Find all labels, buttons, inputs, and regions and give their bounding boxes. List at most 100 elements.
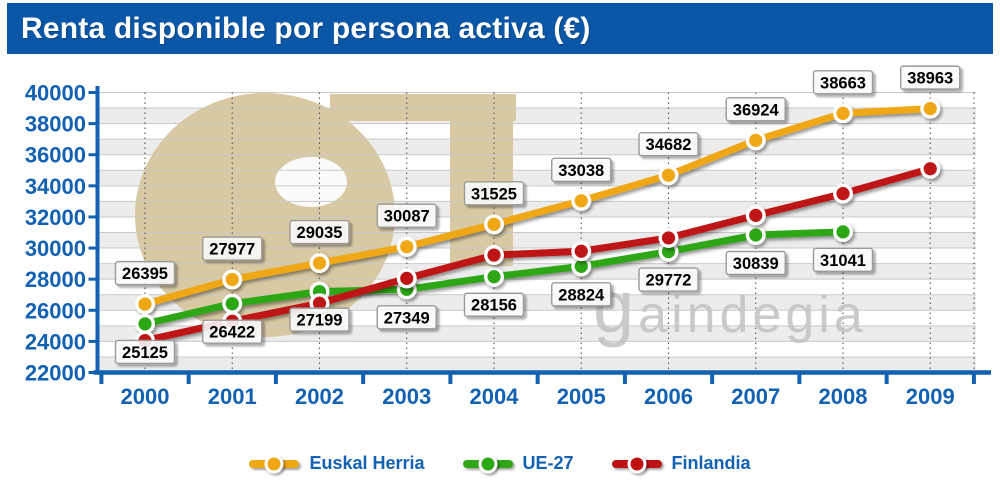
data-point-finlandia xyxy=(661,231,676,245)
value-label: 33038 xyxy=(551,157,612,182)
y-tick-label: 28000 xyxy=(25,267,86,292)
series-euskal-herria xyxy=(135,98,941,315)
value-label: 38963 xyxy=(900,65,961,90)
value-label: 28824 xyxy=(551,282,612,307)
svg-text:34682: 34682 xyxy=(646,136,692,154)
data-point-euskal-herria xyxy=(312,256,327,270)
svg-text:26422: 26422 xyxy=(209,324,255,342)
plot-band xyxy=(98,341,976,357)
svg-text:27349: 27349 xyxy=(384,309,430,327)
y-tick-label: 26000 xyxy=(25,298,86,323)
series-ue-27 xyxy=(135,221,853,334)
x-tick-label: 2006 xyxy=(644,384,693,409)
data-point-ue-27 xyxy=(749,228,763,242)
svg-text:26395: 26395 xyxy=(122,265,168,283)
svg-text:29035: 29035 xyxy=(297,224,343,242)
svg-text:28824: 28824 xyxy=(558,286,605,304)
x-tick-label: 2005 xyxy=(557,384,606,409)
value-label: 29772 xyxy=(638,267,699,292)
axes: 22000 24000 26000 28000 30000 32000 34000 36000… xyxy=(25,81,991,409)
svg-text:30087: 30087 xyxy=(384,208,430,226)
legend: Euskal Herria UE-27 Finlandia xyxy=(0,453,1000,474)
legend-item-finlandia: Finlandia xyxy=(611,453,751,474)
data-point-finlandia xyxy=(749,208,763,222)
data-point-ue-27 xyxy=(138,317,152,331)
data-point-finlandia xyxy=(574,244,588,258)
legend-swatch-finlandia xyxy=(611,454,662,473)
watermark-logo-g xyxy=(135,93,516,337)
x-tick-label: 2002 xyxy=(295,384,344,409)
data-point-euskal-herria xyxy=(661,168,676,182)
series-finlandia xyxy=(135,158,941,351)
value-label: 27199 xyxy=(289,307,350,332)
svg-text:31525: 31525 xyxy=(471,185,517,203)
title-bar: Renta disponible por persona activa (€) xyxy=(7,3,993,54)
y-tick-label: 32000 xyxy=(25,205,86,230)
value-label: 25125 xyxy=(114,339,176,365)
chart-title: Renta disponible por persona activa (€) xyxy=(21,11,591,45)
value-label: 27977 xyxy=(202,236,263,261)
value-label: 34682 xyxy=(638,132,699,157)
value-label: 31525 xyxy=(463,181,525,206)
svg-text:28156: 28156 xyxy=(471,297,517,315)
value-label: 31041 xyxy=(812,247,874,273)
legend-swatch-ue-27 xyxy=(462,454,513,473)
data-point-ue-27 xyxy=(487,270,501,284)
svg-text:29772: 29772 xyxy=(646,272,692,290)
y-tick-label: 24000 xyxy=(25,329,86,354)
value-label: 29035 xyxy=(289,219,350,245)
data-labels: 26395 27977 29035 30087 31525 33038 34682 36924… xyxy=(114,65,961,365)
data-point-euskal-herria xyxy=(574,194,588,208)
legend-swatch-euskal-herria xyxy=(249,454,300,473)
legend-label-ue-27: UE-27 xyxy=(522,453,574,473)
svg-text:38963: 38963 xyxy=(907,70,953,88)
plot-band xyxy=(98,356,976,373)
x-tick-label: 2004 xyxy=(470,384,520,409)
data-point-ue-27 xyxy=(661,245,676,259)
svg-text:36924: 36924 xyxy=(733,101,780,119)
svg-text:27977: 27977 xyxy=(209,241,255,259)
svg-text:38663: 38663 xyxy=(820,74,866,92)
svg-text:25125: 25125 xyxy=(122,344,168,362)
y-tick-label: 30000 xyxy=(25,236,86,261)
svg-text:33038: 33038 xyxy=(558,162,604,180)
data-point-euskal-herria xyxy=(749,133,763,147)
data-point-finlandia xyxy=(312,296,327,310)
value-label: 38663 xyxy=(812,70,874,95)
y-tick-label: 22000 xyxy=(25,361,86,386)
data-point-ue-27 xyxy=(225,297,239,311)
x-tick-label: 2007 xyxy=(731,384,780,409)
svg-text:31041: 31041 xyxy=(820,252,866,270)
value-label: 36924 xyxy=(725,97,786,122)
y-tick-label: 34000 xyxy=(25,174,86,199)
data-point-ue-27 xyxy=(574,259,588,273)
value-label: 30087 xyxy=(376,203,437,228)
legend-item-euskal-herria: Euskal Herria xyxy=(249,453,425,474)
data-series xyxy=(135,98,941,351)
data-point-finlandia xyxy=(836,187,850,201)
data-point-euskal-herria xyxy=(400,240,414,254)
x-tick-label: 2009 xyxy=(906,384,955,409)
y-tick-label: 36000 xyxy=(25,143,86,168)
value-label: 26395 xyxy=(114,260,176,286)
svg-text:27199: 27199 xyxy=(297,312,343,330)
series-line-finlandia xyxy=(141,165,934,345)
value-label: 27349 xyxy=(376,305,437,330)
data-point-ue-27 xyxy=(836,225,850,239)
series-line-euskal-herria xyxy=(141,105,934,308)
data-point-finlandia xyxy=(400,271,414,285)
value-label: 26422 xyxy=(202,319,263,344)
data-point-euskal-herria xyxy=(836,106,850,120)
svg-text:30839: 30839 xyxy=(733,255,779,273)
x-tick-label: 2001 xyxy=(208,384,257,409)
value-label: 30839 xyxy=(725,250,786,276)
data-point-euskal-herria xyxy=(138,297,152,311)
x-tick-label: 2003 xyxy=(382,384,431,409)
legend-label-euskal-herria: Euskal Herria xyxy=(309,453,425,473)
data-point-euskal-herria xyxy=(923,102,937,116)
y-tick-label: 40000 xyxy=(25,81,86,106)
svg-text:gaindegia: gaindegia xyxy=(593,265,867,348)
watermark-text: gaindegia xyxy=(593,265,867,348)
